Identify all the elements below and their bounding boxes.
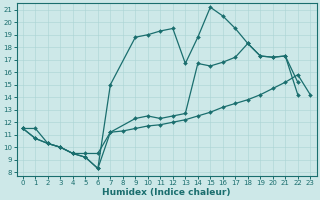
- X-axis label: Humidex (Indice chaleur): Humidex (Indice chaleur): [102, 188, 231, 197]
